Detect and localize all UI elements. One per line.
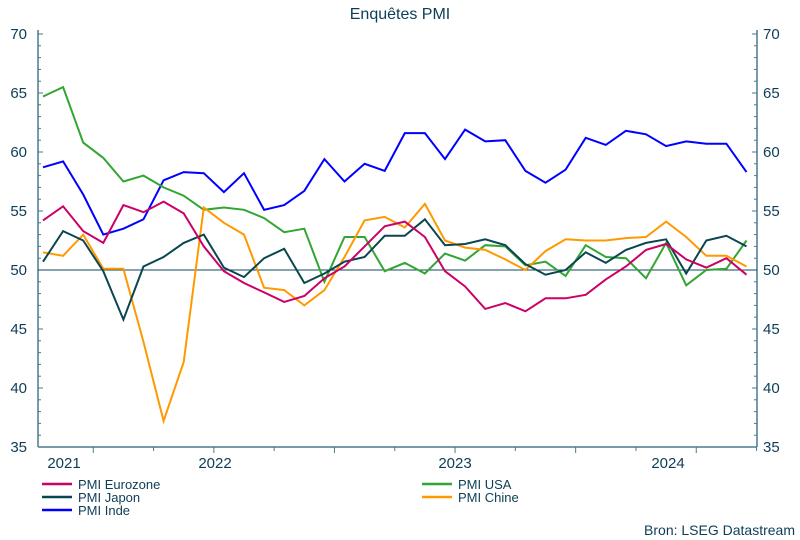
y-tick-label-left: 60 (10, 144, 27, 161)
y-tick-label-left: 70 (10, 26, 27, 43)
y-tick-label-right: 65 (763, 85, 780, 102)
y-tick-label-right: 35 (763, 439, 780, 456)
y-tick-label-right: 55 (763, 203, 780, 220)
legend-item: PMI USA (422, 477, 512, 492)
legend: PMI Eurozone PMI USA PMI Japon PMI Chine PMI… (42, 477, 519, 518)
y-tick-label-right: 50 (763, 262, 780, 279)
x-tick-label: 2023 (438, 455, 471, 472)
y-tick-label-left: 65 (10, 85, 27, 102)
legend-item: PMI Japon (42, 490, 140, 505)
series-line-pmi-eurozone (42, 200, 748, 313)
y-tick-label-right: 45 (763, 321, 780, 338)
legend-item: PMI Chine (422, 490, 519, 505)
legend-item: PMI Inde (42, 503, 130, 518)
legend-label: PMI USA (458, 477, 512, 492)
y-tick-label-left: 50 (10, 262, 27, 279)
source-note: Bron: LSEG Datastream (644, 522, 795, 538)
x-tick-label: 2022 (198, 455, 231, 472)
y-tick-label-left: 45 (10, 321, 27, 338)
axes: 35 35 40 40 45 45 50 50 55 55 60 60 65 65 70 70 2021 2022… (10, 26, 779, 472)
legend-label: PMI Chine (458, 490, 519, 505)
x-tick-label: 2024 (651, 455, 684, 472)
legend-item: PMI Eurozone (42, 477, 160, 492)
y-tick-label-left: 35 (10, 439, 27, 456)
chart-title: Enquêtes PMI (350, 6, 451, 23)
legend-label: PMI Inde (78, 503, 130, 518)
y-tick-label-left: 40 (10, 380, 27, 397)
y-tick-label-right: 70 (763, 26, 780, 43)
series-line-pmi-chine (42, 202, 747, 425)
series-line-pmi-inde (42, 128, 748, 236)
x-tick-label: 2021 (47, 455, 80, 472)
series-line-pmi-usa (42, 85, 748, 287)
y-tick-label-left: 55 (10, 203, 27, 220)
series-line-pmi-japon (42, 217, 747, 323)
y-tick-label-right: 40 (763, 380, 780, 397)
legend-label: PMI Eurozone (78, 477, 160, 492)
y-tick-label-right: 60 (763, 144, 780, 161)
legend-label: PMI Japon (78, 490, 140, 505)
series-lines (42, 85, 748, 425)
